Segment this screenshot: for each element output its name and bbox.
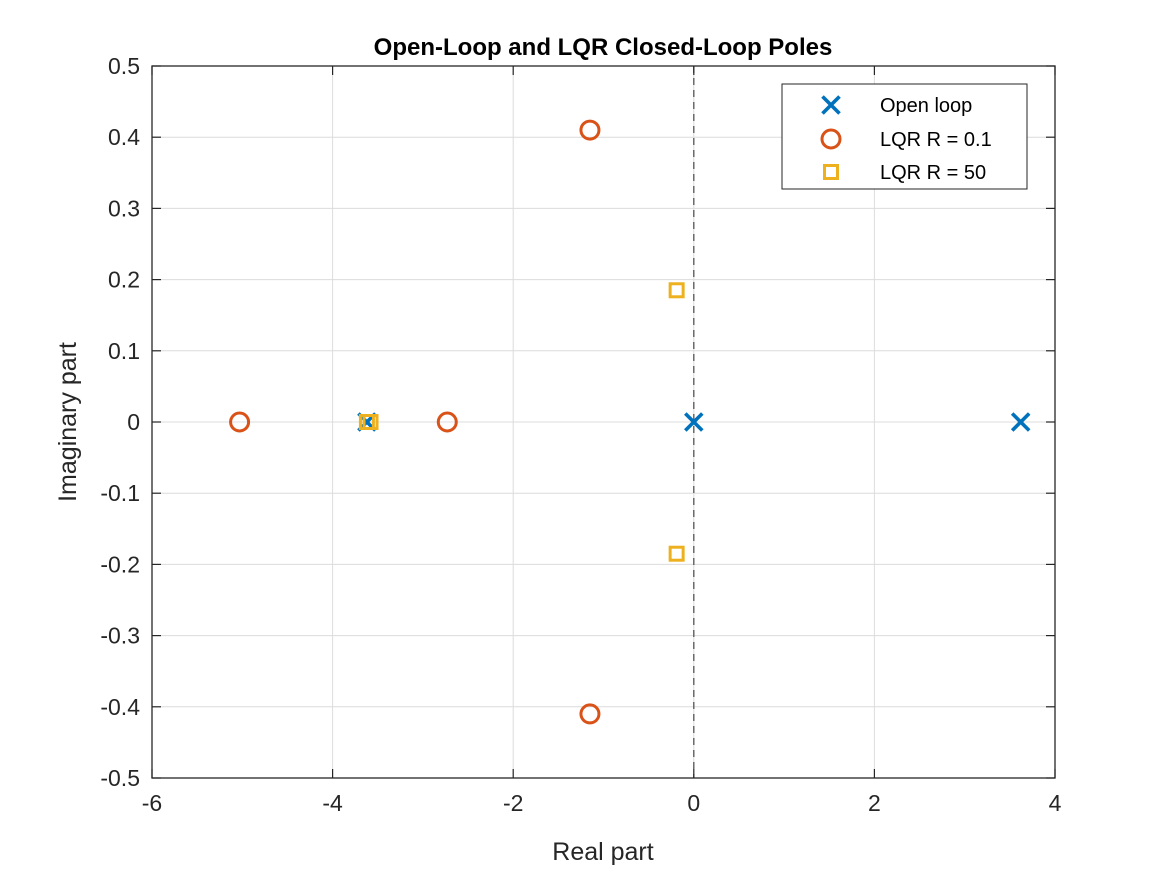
series-lqr-r-50 [358, 282, 685, 562]
pole-marker-lqr-r-50 [668, 282, 685, 299]
legend-label-open-loop: Open loop [880, 95, 972, 117]
y-tick-label: 0.1 [108, 338, 140, 364]
legend-label-lqr-r-50: LQR R = 50 [880, 162, 986, 184]
y-tick-label: 0.2 [108, 267, 140, 293]
y-tick-label: -0.2 [100, 551, 140, 577]
x-tick-label: -4 [322, 790, 343, 816]
data-markers [229, 119, 1031, 725]
legend-label-lqr-r-0-1: LQR R = 0.1 [880, 129, 992, 151]
y-tick-label: 0 [127, 409, 140, 435]
y-tick-label: -0.1 [100, 480, 140, 506]
x-tick-label: -2 [503, 790, 523, 816]
pole-marker-open-loop [684, 412, 704, 432]
x-tick-label: -6 [142, 790, 162, 816]
x-axis-label: Real part [552, 838, 653, 866]
legend-marker-lqr-r-50 [823, 164, 839, 180]
legend-markers [820, 95, 842, 180]
x-tick-label: 2 [868, 790, 881, 816]
legend-marker-lqr-r-0-1 [820, 128, 842, 150]
pole-marker-lqr-r-0-1 [229, 411, 251, 433]
y-tick-label: 0.5 [108, 53, 140, 79]
pole-marker-lqr-r-0-1 [436, 411, 458, 433]
grid-lines [152, 66, 1055, 778]
x-tick-label: 4 [1049, 790, 1062, 816]
y-axis-label: Imaginary part [54, 342, 82, 502]
pole-marker-lqr-r-50 [668, 545, 685, 562]
legend: Open loop LQR R = 0.1 LQR R = 50 [781, 83, 1028, 190]
x-tick-labels: -6 -4 -2 0 2 4 [142, 790, 1062, 816]
legend-marker-open-loop [821, 95, 841, 115]
y-tick-labels: -0.5 -0.4 -0.3 -0.2 -0.1 0 0.1 0.2 0.3 0.4 0.5 [100, 53, 140, 791]
series-lqr-r-0-1 [229, 119, 601, 725]
x-tick-label: 0 [687, 790, 700, 816]
y-tick-label: 0.3 [108, 195, 140, 221]
y-tick-label: -0.3 [100, 623, 140, 649]
chart-title: Open-Loop and LQR Closed-Loop Poles [374, 34, 833, 61]
pole-marker-lqr-r-50 [362, 414, 379, 430]
y-tick-label: 0.4 [108, 124, 140, 150]
tick-marks [151, 65, 1056, 779]
y-tick-label: -0.4 [100, 694, 140, 720]
pole-marker-open-loop [1010, 412, 1031, 432]
y-tick-label: -0.5 [100, 765, 140, 791]
pole-marker-lqr-r-0-1 [579, 119, 601, 141]
pole-marker-lqr-r-0-1 [579, 703, 601, 725]
